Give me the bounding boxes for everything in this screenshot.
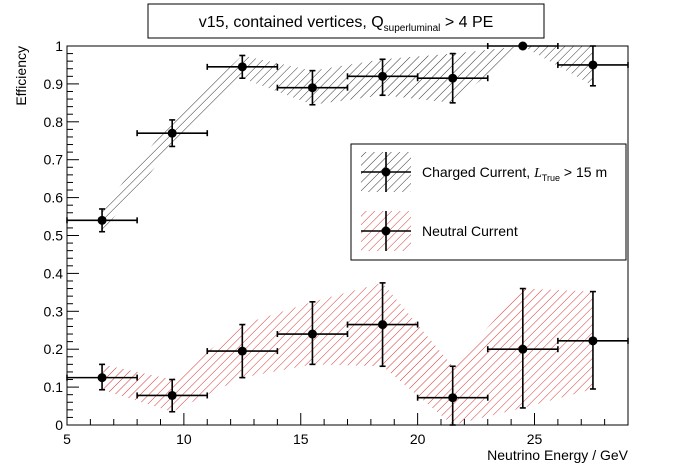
neutral-current-error-band	[102, 282, 593, 425]
title-suffix: > 4 PE	[440, 14, 493, 31]
neutral-current-point	[518, 344, 528, 354]
y-tick-label: 0.3	[44, 303, 64, 319]
y-axis-label: Efficiency	[13, 46, 29, 106]
y-tick-label: 0.7	[44, 152, 64, 168]
legend-label-italic: L	[533, 166, 542, 181]
neutral-current-point	[307, 329, 317, 339]
legend-label-suffix: > 15 m	[560, 164, 607, 180]
legend-entry-charged-current: Charged Current, LTrue > 15 m	[361, 152, 607, 192]
neutral-current-point	[378, 320, 388, 330]
neutral-current-point	[588, 336, 598, 346]
y-tick-label: 0.1	[44, 379, 64, 395]
legend-marker-dot	[381, 226, 391, 236]
legend-entry-neutral-current: Neutral Current	[361, 211, 518, 251]
legend-label-neutral-current: Neutral Current	[422, 223, 518, 239]
y-tick-label: 0.6	[44, 190, 64, 206]
legend-marker-dot	[381, 167, 391, 177]
x-axis-label: Neutrino Energy / GeV	[487, 447, 629, 463]
y-tick-label: 0	[55, 417, 63, 433]
charged-current-point	[518, 41, 528, 51]
y-tick-label: 0.5	[44, 228, 64, 244]
y-tick-label: 0.8	[44, 114, 64, 130]
title-box	[147, 3, 545, 39]
x-axis: 5 10 15 20 25	[63, 413, 629, 447]
y-tick-label: 1	[55, 38, 63, 54]
neutral-current-point	[97, 373, 107, 383]
neutral-current-point	[237, 346, 247, 356]
x-tick-label: 10	[176, 431, 192, 447]
x-tick-label: 5	[63, 431, 71, 447]
charged-current-point	[448, 73, 458, 83]
neutral-current-point	[167, 390, 177, 400]
legend: Charged Current, LTrue > 15 m Neutral Cu…	[350, 143, 627, 261]
charged-current-point	[378, 71, 388, 81]
charged-current-point	[307, 83, 317, 93]
data-points	[66, 41, 629, 426]
title-main: v15, contained vertices, Q	[199, 14, 384, 31]
x-tick-label: 20	[410, 431, 426, 447]
legend-label-charged-current: Charged Current, LTrue > 15 m	[422, 164, 607, 183]
error-bands	[102, 46, 593, 425]
charged-current-point	[237, 62, 247, 72]
y-tick-label: 0.2	[44, 341, 64, 357]
y-tick-label: 0.9	[44, 76, 64, 92]
neutral-current-point	[448, 393, 458, 403]
charged-current-point	[167, 128, 177, 138]
charged-current-point	[97, 215, 107, 225]
charged-current-point	[588, 60, 598, 70]
legend-label-prefix: Charged Current,	[422, 164, 534, 180]
title-text: v15, contained vertices, Qsuperluminal >…	[199, 14, 494, 34]
x-tick-label: 15	[293, 431, 309, 447]
legend-label-subscript: True	[542, 173, 560, 183]
chart-title: v15, contained vertices, Qsuperluminal >…	[147, 3, 545, 39]
charged-current-error-band	[102, 46, 593, 232]
y-axis: 0 0.1 0.2 0.3 0.4 0.5 0.6 0.7 0.8 0.9 1	[44, 38, 79, 433]
title-subscript: superluminal	[384, 23, 441, 34]
y-tick-label: 0.4	[44, 265, 64, 281]
x-tick-label: 25	[527, 431, 543, 447]
